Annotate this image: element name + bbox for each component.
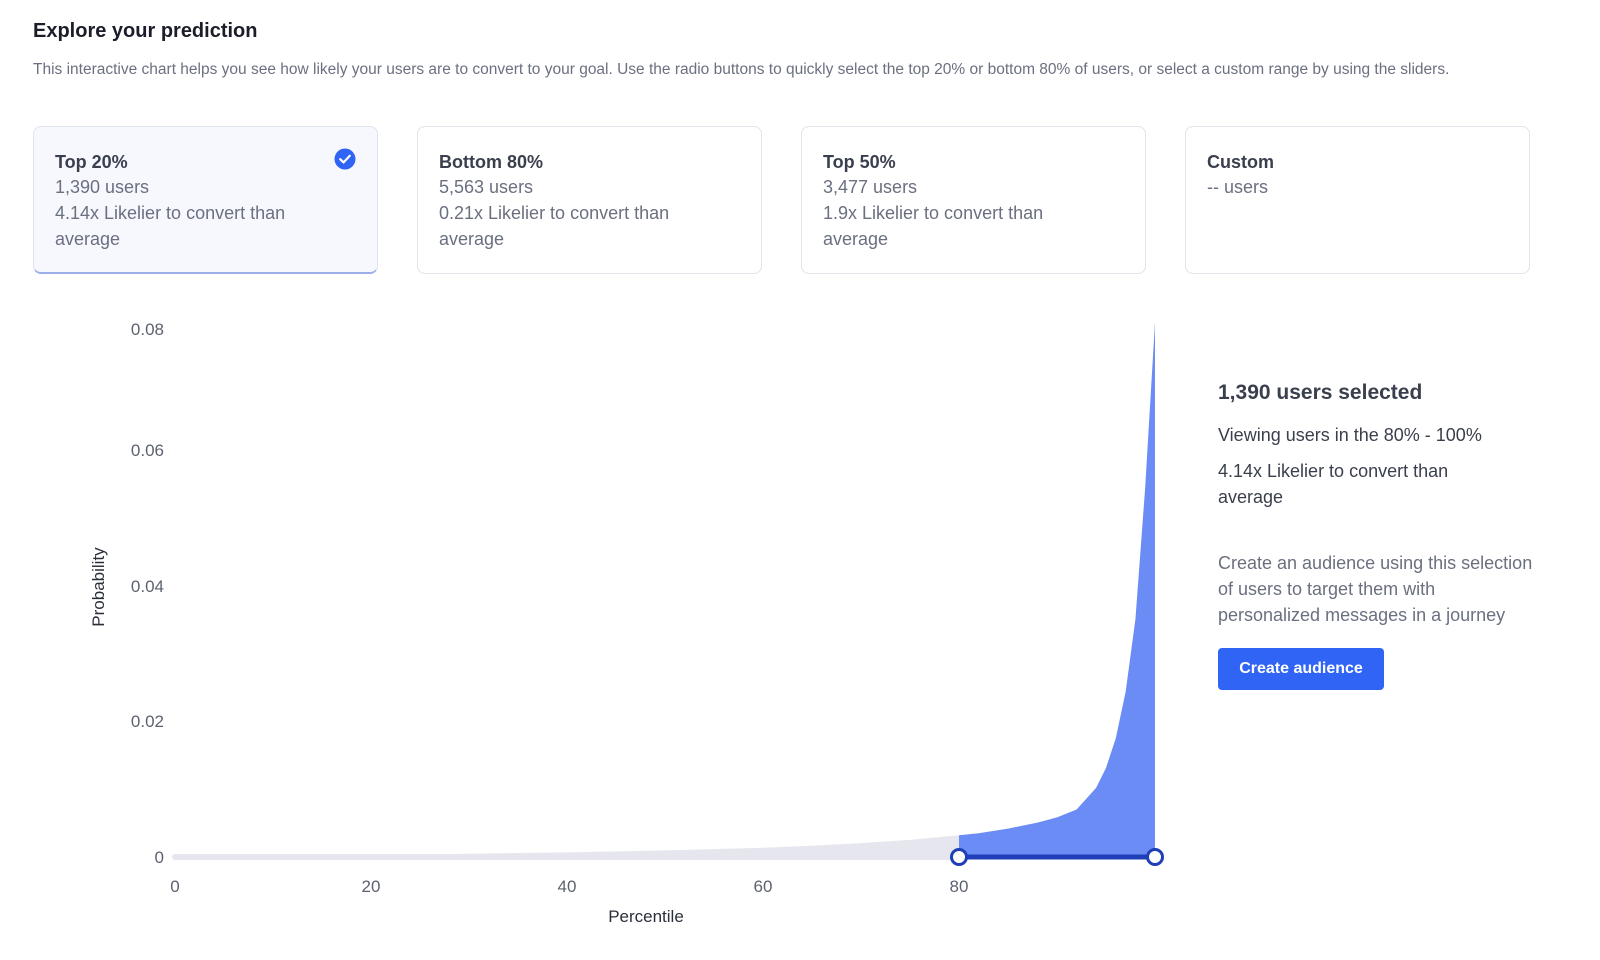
- create-audience-description: Create an audience using this selection …: [1218, 553, 1533, 625]
- y-tick-label: 0.02: [131, 712, 164, 731]
- y-tick-label: 0.04: [131, 577, 164, 596]
- page-description: This interactive chart helps you see how…: [33, 61, 1450, 78]
- option-card-top-20[interactable]: Top 20% 1,390 users 4.14x Likelier to co…: [33, 126, 378, 274]
- option-card-lift: 1.9x Likelier to convert than average: [823, 203, 1044, 249]
- option-card-top-50[interactable]: Top 50% 3,477 users 1.9x Likelier to con…: [801, 126, 1146, 274]
- x-axis-title: Percentile: [608, 907, 684, 926]
- slider-handle-end[interactable]: [1146, 848, 1164, 866]
- x-tick-label: 40: [558, 877, 577, 896]
- checkmark-circle-icon: [334, 148, 356, 170]
- option-card-users: 1,390 users: [55, 177, 150, 197]
- selected-lift-text: 4.14x Likelier to convert than average: [1218, 461, 1449, 507]
- selected-range-text: Viewing users in the 80% - 100%: [1218, 425, 1482, 445]
- option-card-lift: 0.21x Likelier to convert than average: [439, 203, 670, 249]
- unselected-area: [175, 835, 959, 857]
- y-tick-label: 0: [155, 848, 164, 867]
- x-tick-label: 0: [170, 877, 179, 896]
- segment-options: Top 20% 1,390 users 4.14x Likelier to co…: [33, 126, 1533, 274]
- create-audience-button[interactable]: Create audience: [1218, 648, 1384, 690]
- y-axis-title: Probability: [89, 547, 108, 627]
- y-tick-label: 0.08: [131, 320, 164, 339]
- option-card-custom[interactable]: Custom -- users: [1185, 126, 1530, 274]
- x-tick-label: 20: [362, 877, 381, 896]
- x-tick-label: 80: [950, 877, 969, 896]
- option-card-users: -- users: [1207, 177, 1269, 197]
- y-tick-label: 0.06: [131, 441, 164, 460]
- option-card-title: Top 50%: [823, 152, 896, 172]
- probability-chart-svg: 0 0.02 0.04 0.06 0.08 0 20 40 60 80 Percentile Prob…: [89, 320, 1164, 926]
- x-tick-label: 60: [754, 877, 773, 896]
- option-card-users: 5,563 users: [439, 177, 534, 197]
- probability-chart: 0 0.02 0.04 0.06 0.08 0 20 40 60 80 Percentile Prob…: [0, 300, 1200, 960]
- option-card-title: Custom: [1207, 152, 1274, 172]
- page-title: Explore your prediction: [33, 20, 258, 42]
- selected-users-count: 1,390 users selected: [1218, 381, 1423, 404]
- slider-handle-start[interactable]: [950, 848, 968, 866]
- option-card-title: Bottom 80%: [439, 152, 544, 172]
- option-card-users: 3,477 users: [823, 177, 918, 197]
- selection-summary: 1,390 users selected Viewing users in th…: [1218, 378, 1558, 690]
- option-card-lift: 4.14x Likelier to convert than average: [55, 203, 286, 249]
- option-card-bottom-80[interactable]: Bottom 80% 5,563 users 0.21x Likelier to…: [417, 126, 762, 274]
- option-card-title: Top 20%: [55, 152, 128, 172]
- selected-area: [959, 322, 1155, 857]
